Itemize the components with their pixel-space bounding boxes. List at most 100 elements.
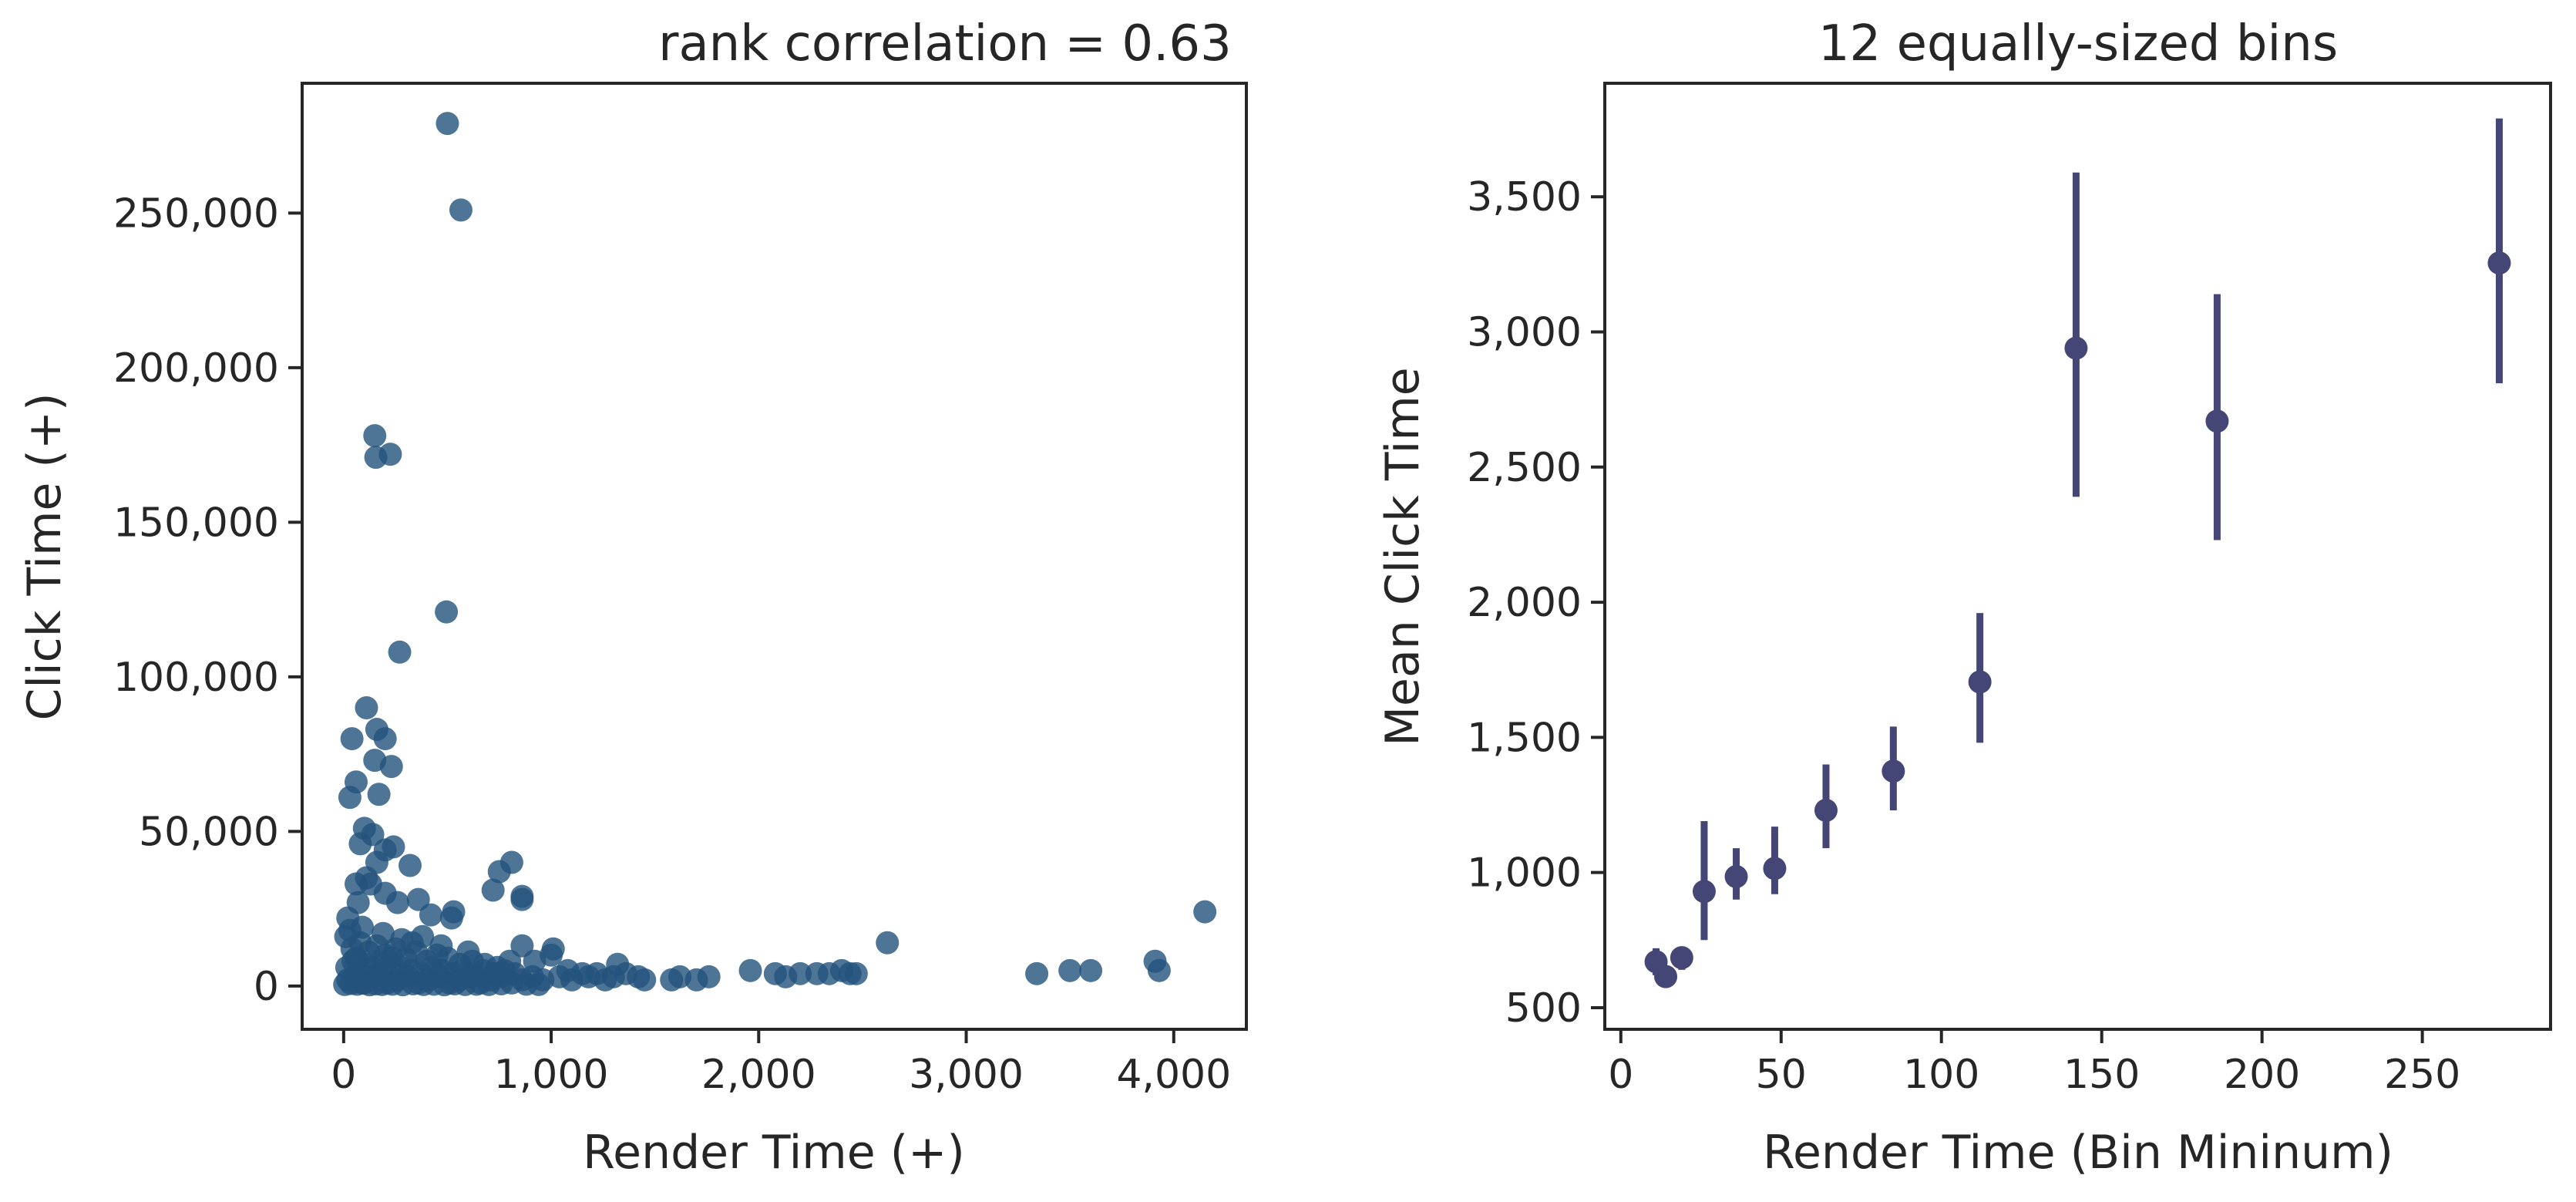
- data-point: [697, 965, 721, 988]
- scatter-panel: rank correlation = 0.63 0 1,000 2,000 3,000…: [18, 15, 1248, 1180]
- binned-panel: 12 equally-sized bins 0 50 100 150 200 250 50…: [1376, 15, 2552, 1180]
- data-point: [346, 891, 370, 914]
- data-point: [338, 786, 362, 810]
- y-tick-label: 2,000: [1467, 580, 1582, 626]
- data-point: [379, 946, 403, 970]
- data-point: [1763, 857, 1787, 880]
- data-point: [400, 931, 424, 955]
- data-point: [594, 968, 617, 992]
- data-point: [364, 446, 388, 470]
- x-tick-label: 100: [1903, 1052, 1979, 1098]
- data-point: [348, 832, 372, 856]
- data-point: [2064, 336, 2088, 360]
- data-point: [876, 931, 900, 955]
- data-point: [345, 946, 368, 970]
- data-point: [489, 972, 513, 996]
- data-point: [1193, 900, 1217, 924]
- x-tick-label: 0: [331, 1052, 356, 1098]
- data-point: [406, 887, 430, 911]
- data-point: [2487, 251, 2511, 275]
- chart-title: 12 equally-sized bins: [1818, 15, 2338, 72]
- data-point: [1025, 961, 1049, 985]
- scatter-points: [333, 112, 1217, 997]
- y-tick-label: 0: [254, 964, 279, 1010]
- data-point: [449, 198, 472, 222]
- data-point: [351, 915, 375, 939]
- data-point: [367, 783, 391, 806]
- y-tick-label: 1,500: [1467, 715, 1582, 761]
- x-tick-label: 1,000: [494, 1052, 609, 1098]
- binned-points: [1644, 118, 2511, 988]
- y-tick-label: 200,000: [113, 345, 279, 392]
- data-point: [481, 878, 505, 902]
- x-axis-ticks: 0 1,000 2,000 3,000 4,000: [331, 1029, 1231, 1098]
- data-point: [355, 866, 378, 890]
- x-tick-label: 2,000: [701, 1052, 816, 1098]
- x-tick-label: 250: [2384, 1052, 2460, 1098]
- data-point: [1079, 958, 1103, 982]
- x-tick-label: 200: [2224, 1052, 2300, 1098]
- data-point: [1670, 946, 1693, 970]
- data-point: [435, 600, 459, 624]
- data-point: [1654, 965, 1678, 988]
- y-tick-label: 500: [1505, 985, 1582, 1032]
- y-axis-ticks: 500 1,000 1,500 2,000 2,500 3,000 3,500: [1467, 174, 1605, 1032]
- data-point: [399, 854, 422, 877]
- y-tick-label: 3,000: [1467, 310, 1582, 356]
- data-point: [382, 835, 405, 859]
- data-point: [844, 961, 868, 985]
- data-point: [363, 424, 387, 448]
- x-tick-label: 150: [2063, 1052, 2140, 1098]
- y-tick-label: 2,500: [1467, 445, 1582, 491]
- x-tick-label: 4,000: [1116, 1052, 1231, 1098]
- data-point: [439, 906, 463, 930]
- data-point: [419, 903, 442, 927]
- data-point: [435, 112, 459, 136]
- x-axis-ticks: 0 50 100 150 200 250: [1608, 1029, 2460, 1098]
- data-point: [456, 940, 480, 964]
- data-point: [363, 749, 387, 773]
- x-axis-label: Render Time (+): [583, 1126, 965, 1180]
- chart-title: rank correlation = 0.63: [658, 15, 1232, 72]
- x-tick-label: 3,000: [909, 1052, 1024, 1098]
- data-point: [1968, 670, 1992, 694]
- x-tick-label: 0: [1608, 1052, 1633, 1098]
- data-point: [510, 887, 534, 911]
- y-tick-label: 50,000: [139, 809, 279, 855]
- y-axis-ticks: 0 50,000 100,000 150,000 200,000 250,000: [113, 190, 302, 1010]
- y-axis-label: Mean Click Time: [1376, 367, 1430, 746]
- y-tick-label: 250,000: [113, 190, 279, 237]
- data-point: [2205, 409, 2229, 433]
- data-point: [388, 640, 412, 664]
- data-point: [541, 937, 565, 961]
- y-axis-label: Click Time (+): [18, 392, 72, 720]
- data-point: [355, 695, 378, 719]
- data-point: [1692, 880, 1716, 904]
- data-point: [372, 921, 395, 945]
- data-point: [633, 968, 657, 992]
- data-point: [789, 961, 812, 985]
- data-point: [340, 727, 364, 751]
- data-point: [1882, 759, 1905, 783]
- data-point: [606, 952, 630, 976]
- data-point: [1724, 864, 1748, 888]
- y-tick-label: 100,000: [113, 655, 279, 701]
- data-point: [1058, 958, 1082, 982]
- y-tick-label: 150,000: [113, 500, 279, 546]
- x-axis-label: Render Time (Bin Mininum): [1763, 1126, 2393, 1180]
- data-point: [738, 958, 762, 982]
- y-tick-label: 3,500: [1467, 174, 1582, 221]
- data-point: [526, 972, 550, 996]
- data-point: [429, 934, 453, 958]
- plot-frame: [301, 82, 1248, 1031]
- plot-frame: [1603, 82, 2552, 1031]
- data-point: [510, 934, 534, 958]
- y-tick-label: 1,000: [1467, 850, 1582, 897]
- data-point: [499, 850, 523, 874]
- x-tick-label: 50: [1756, 1052, 1807, 1098]
- data-point: [1814, 799, 1838, 823]
- data-point: [385, 891, 409, 914]
- data-point: [1147, 958, 1171, 982]
- data-point: [373, 727, 397, 751]
